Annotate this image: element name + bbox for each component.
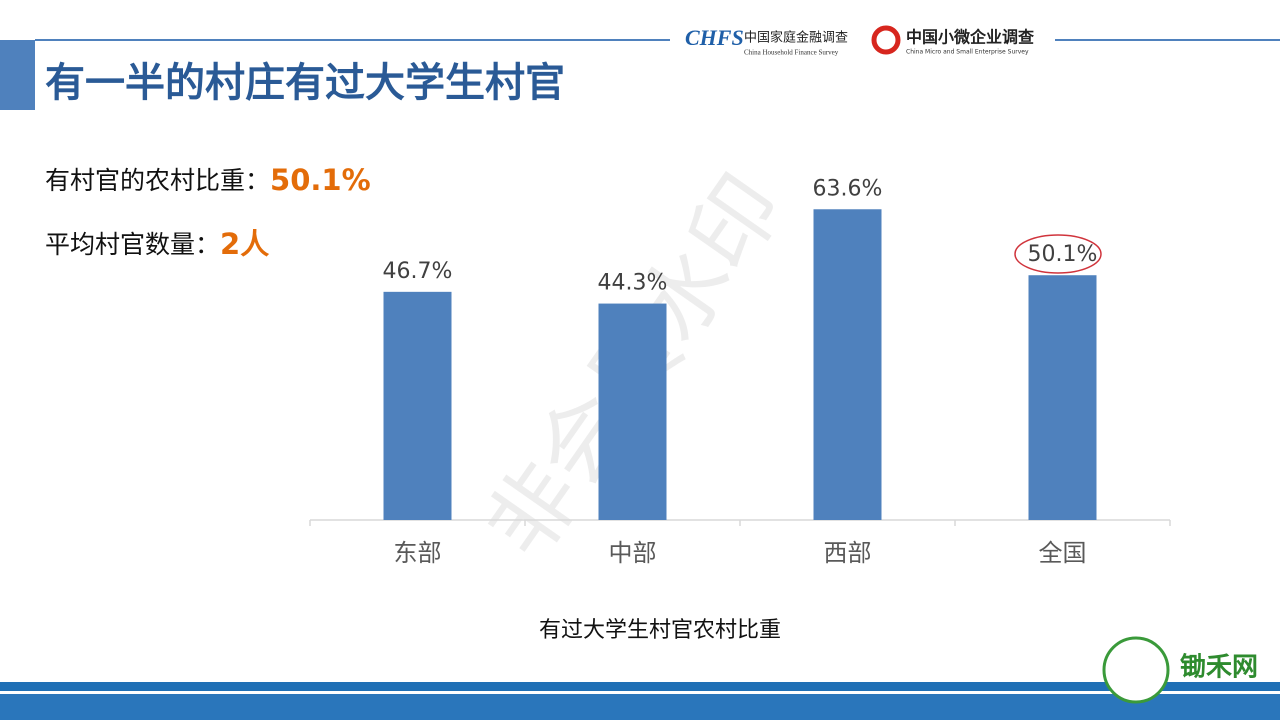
x-tick-label: 东部 (394, 539, 442, 567)
footer-logo (1102, 636, 1170, 704)
logo-mark: CHFS (685, 25, 744, 50)
title-block (0, 40, 35, 110)
footer-band (0, 694, 1280, 720)
slide-title: 有一半的村庄有过大学生村官 (45, 60, 565, 106)
value-label: 50.1% (1028, 242, 1098, 267)
stat-label: 平均村官数量： (45, 230, 220, 259)
x-axis-title: 有过大学生村官农村比重 (539, 618, 781, 643)
stat-value: 50.1% (270, 163, 371, 197)
stat-line: 平均村官数量：2人 (45, 227, 269, 261)
value-label: 63.6% (813, 176, 883, 201)
footer-brand: 锄禾网 (1180, 652, 1258, 683)
stat-label: 有村官的农村比重： (45, 166, 270, 195)
footer-band (0, 682, 1280, 691)
stat-line: 有村官的农村比重：50.1% (45, 163, 371, 197)
highlight-ellipse (1014, 234, 1102, 274)
logo-name: 中国小微企业调查 (906, 28, 1034, 47)
logo-sub: China Micro and Small Enterprise Survey (906, 49, 1029, 56)
logo-icon (871, 25, 901, 55)
logo-name: 中国家庭金融调查 (744, 30, 848, 46)
x-tick-label: 全国 (1039, 539, 1087, 567)
bar (813, 209, 882, 521)
x-tick-label: 西部 (824, 539, 872, 567)
value-label: 44.3% (598, 271, 668, 296)
logo-sub: China Household Finance Survey (744, 49, 839, 57)
bar (598, 303, 667, 520)
bar (1028, 275, 1097, 520)
x-tick-label: 中部 (609, 539, 657, 567)
stat-value: 2人 (220, 227, 269, 261)
value-label: 46.7% (383, 259, 453, 284)
bar (383, 291, 452, 520)
